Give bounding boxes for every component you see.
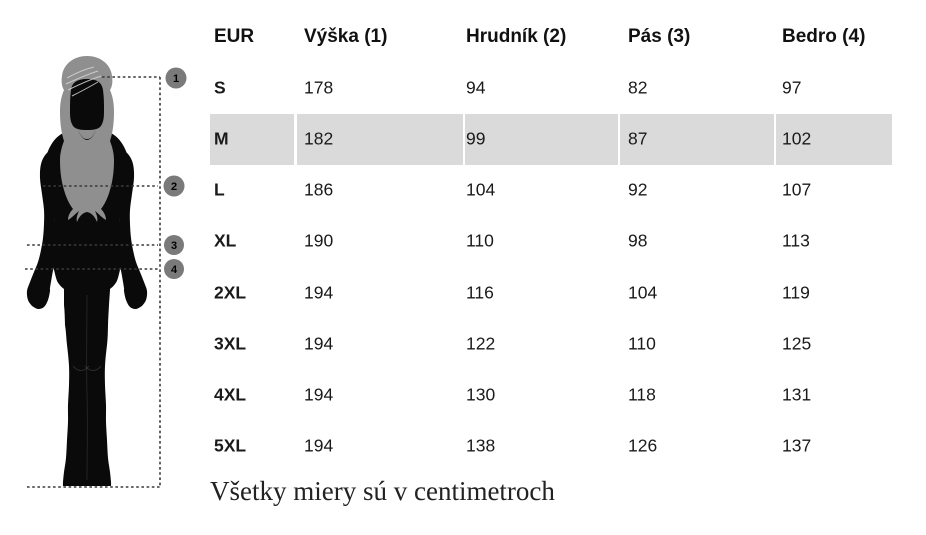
svg-text:4: 4 bbox=[171, 264, 178, 276]
svg-text:3: 3 bbox=[171, 240, 177, 252]
svg-text:1: 1 bbox=[173, 73, 179, 85]
svg-text:2: 2 bbox=[171, 181, 177, 193]
